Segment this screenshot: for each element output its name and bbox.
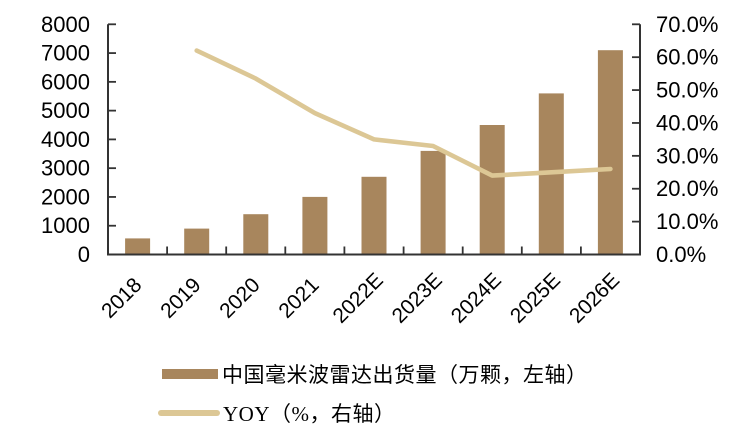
x-axis-category-label: 2021 — [274, 274, 323, 323]
bar-2023E — [420, 150, 446, 255]
x-axis-category-label: 2023E — [388, 269, 447, 328]
left-axis-tick-label: 6000 — [41, 69, 90, 94]
legend-item-line-series: YOY（%，右轴） — [158, 399, 588, 427]
left-axis-tick-label: 5000 — [41, 98, 90, 123]
right-axis-tick-label: 60.0% — [656, 45, 718, 70]
x-axis-category-label: 2020 — [215, 274, 264, 323]
bar-series-label: 中国毫米波雷达出货量（万颗，左轴） — [222, 363, 588, 387]
left-axis-tick-label: 2000 — [41, 184, 90, 209]
bar-2022E — [361, 176, 387, 255]
left-axis-tick-label: 4000 — [41, 127, 90, 152]
x-axis-category-label: 2022E — [329, 269, 388, 328]
x-axis-category-label: 2026E — [565, 269, 624, 328]
bar-2019 — [184, 228, 210, 255]
x-axis-category-label: 2024E — [447, 269, 506, 328]
right-axis-tick-label: 40.0% — [656, 111, 718, 136]
left-axis-tick-label: 8000 — [41, 12, 90, 37]
left-axis-tick-label: 1000 — [41, 213, 90, 238]
right-axis-tick-label: 20.0% — [656, 176, 718, 201]
legend: 中国毫米波雷达出货量（万颗，左轴） YOY（%，右轴） — [158, 360, 588, 427]
bar-series-swatch-icon — [162, 369, 218, 379]
left-axis-tick-label: 7000 — [41, 41, 90, 66]
bar-2020 — [243, 214, 269, 255]
x-axis-category-label: 2019 — [156, 274, 205, 323]
left-axis-tick-label: 3000 — [41, 156, 90, 181]
right-axis-tick-label: 50.0% — [656, 78, 718, 103]
left-axis-tick-label: 0 — [78, 242, 90, 267]
right-axis-tick-label: 0.0% — [656, 242, 706, 267]
x-axis-category-label: 2025E — [506, 269, 565, 328]
line-series-label: YOY（%，右轴） — [223, 402, 396, 426]
legend-item-bar-series: 中国毫米波雷达出货量（万颗，左轴） — [158, 360, 588, 388]
line-series-swatch-icon — [158, 410, 220, 416]
bar-2018 — [125, 238, 151, 255]
yoy-line — [194, 48, 613, 178]
right-axis-tick-label: 30.0% — [656, 143, 718, 168]
bar-2024E — [479, 125, 505, 255]
bar-2026E — [597, 50, 623, 255]
right-axis-tick-label: 70.0% — [656, 12, 718, 37]
right-axis-tick-label: 10.0% — [656, 209, 718, 234]
bar-2021 — [302, 196, 328, 255]
x-axis-category-label: 2018 — [97, 274, 146, 323]
